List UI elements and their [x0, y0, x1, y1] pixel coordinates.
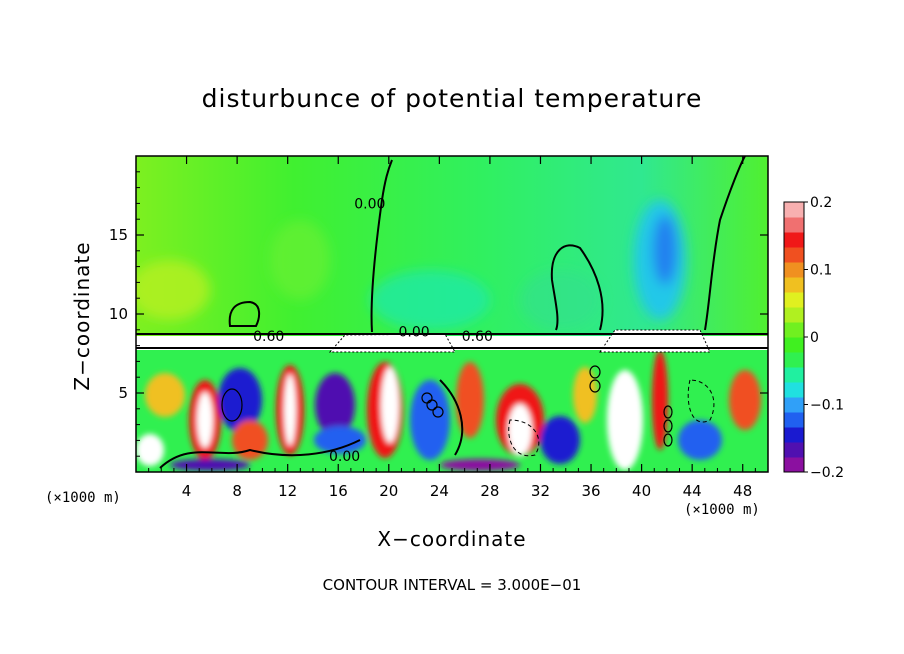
colorbar-swatch — [784, 322, 804, 338]
x-tick-label: 48 — [733, 482, 752, 500]
y-axis-label: Z−coordinate — [70, 241, 94, 391]
colorbar-tick-label: 0.2 — [810, 195, 832, 211]
x-axis-label: X−coordinate — [377, 527, 527, 551]
colorbar-swatch — [784, 352, 804, 368]
colorbar-swatch — [784, 292, 804, 308]
x-unit-label-left: (×1000 m) — [45, 490, 121, 506]
contour-label: 0.00 — [329, 449, 360, 465]
x-tick-label: 24 — [430, 482, 449, 500]
chart-title: disturbunce of potential temperature — [201, 84, 703, 113]
colorbar-swatch — [784, 262, 804, 278]
x-unit-label-right: (×1000 m) — [684, 502, 760, 518]
colorbar-tick-label: −0.1 — [810, 398, 844, 414]
colorbar-swatch — [784, 457, 804, 473]
colorbar-swatch — [784, 232, 804, 248]
contour-label: 0.60 — [462, 329, 493, 345]
colorbar-swatch — [784, 277, 804, 293]
x-axis: 4 8 12 16 20 24 28 32 36 40 44 48 — [148, 156, 756, 500]
y-axis: 5 10 15 — [109, 171, 768, 457]
contour-label: 0.60 — [253, 329, 284, 345]
contour-interval-note: CONTOUR INTERVAL = 3.000E−01 — [322, 576, 582, 594]
x-tick-label: 40 — [632, 482, 651, 500]
x-tick-label: 36 — [581, 482, 600, 500]
colorbar-swatch — [784, 442, 804, 458]
y-tick-label: 10 — [109, 305, 128, 323]
colorbar-swatch — [784, 397, 804, 413]
x-tick-label: 20 — [379, 482, 398, 500]
colorbar-tick-label: 0.1 — [810, 263, 832, 279]
colorbar-swatch — [784, 247, 804, 263]
y-tick-label: 5 — [118, 384, 128, 402]
contour-label: 0.00 — [354, 196, 385, 212]
x-tick-label: 16 — [329, 482, 348, 500]
colorbar-swatch — [784, 427, 804, 443]
colorbar-swatch — [784, 337, 804, 353]
y-tick-label: 15 — [109, 226, 128, 244]
colorbar-tick-label: −0.2 — [810, 465, 844, 481]
colorbar: 0.2 0.1 0 −0.1 −0.2 — [783, 195, 844, 481]
colorbar-swatch — [784, 217, 804, 233]
contour-label: 0.00 — [398, 324, 429, 340]
x-tick-label: 8 — [232, 482, 242, 500]
colorbar-swatch — [784, 202, 804, 218]
x-tick-label: 12 — [278, 482, 297, 500]
x-tick-label: 4 — [182, 482, 192, 500]
colorbar-swatch — [784, 367, 804, 383]
x-tick-label: 32 — [531, 482, 550, 500]
colorbar-swatch — [784, 412, 804, 428]
heatmap-field: 0.00 0.60 0.00 0.60 0.00 — [136, 156, 768, 472]
colorbar-swatch — [784, 307, 804, 323]
x-tick-label: 44 — [683, 482, 702, 500]
colorbar-tick-label: 0 — [810, 330, 819, 346]
contour-labels: 0.00 0.60 0.00 0.60 0.00 — [253, 196, 493, 465]
colorbar-swatch — [784, 382, 804, 398]
x-tick-label: 28 — [480, 482, 499, 500]
